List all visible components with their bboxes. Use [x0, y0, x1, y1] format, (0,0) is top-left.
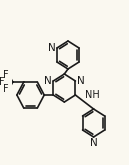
Text: F: F [3, 70, 8, 80]
Text: N: N [90, 138, 98, 148]
Text: N: N [48, 43, 56, 53]
Text: N: N [77, 76, 84, 86]
Text: F: F [0, 77, 5, 87]
Text: NH: NH [85, 90, 100, 100]
Text: F: F [3, 84, 8, 94]
Text: N: N [44, 76, 52, 86]
